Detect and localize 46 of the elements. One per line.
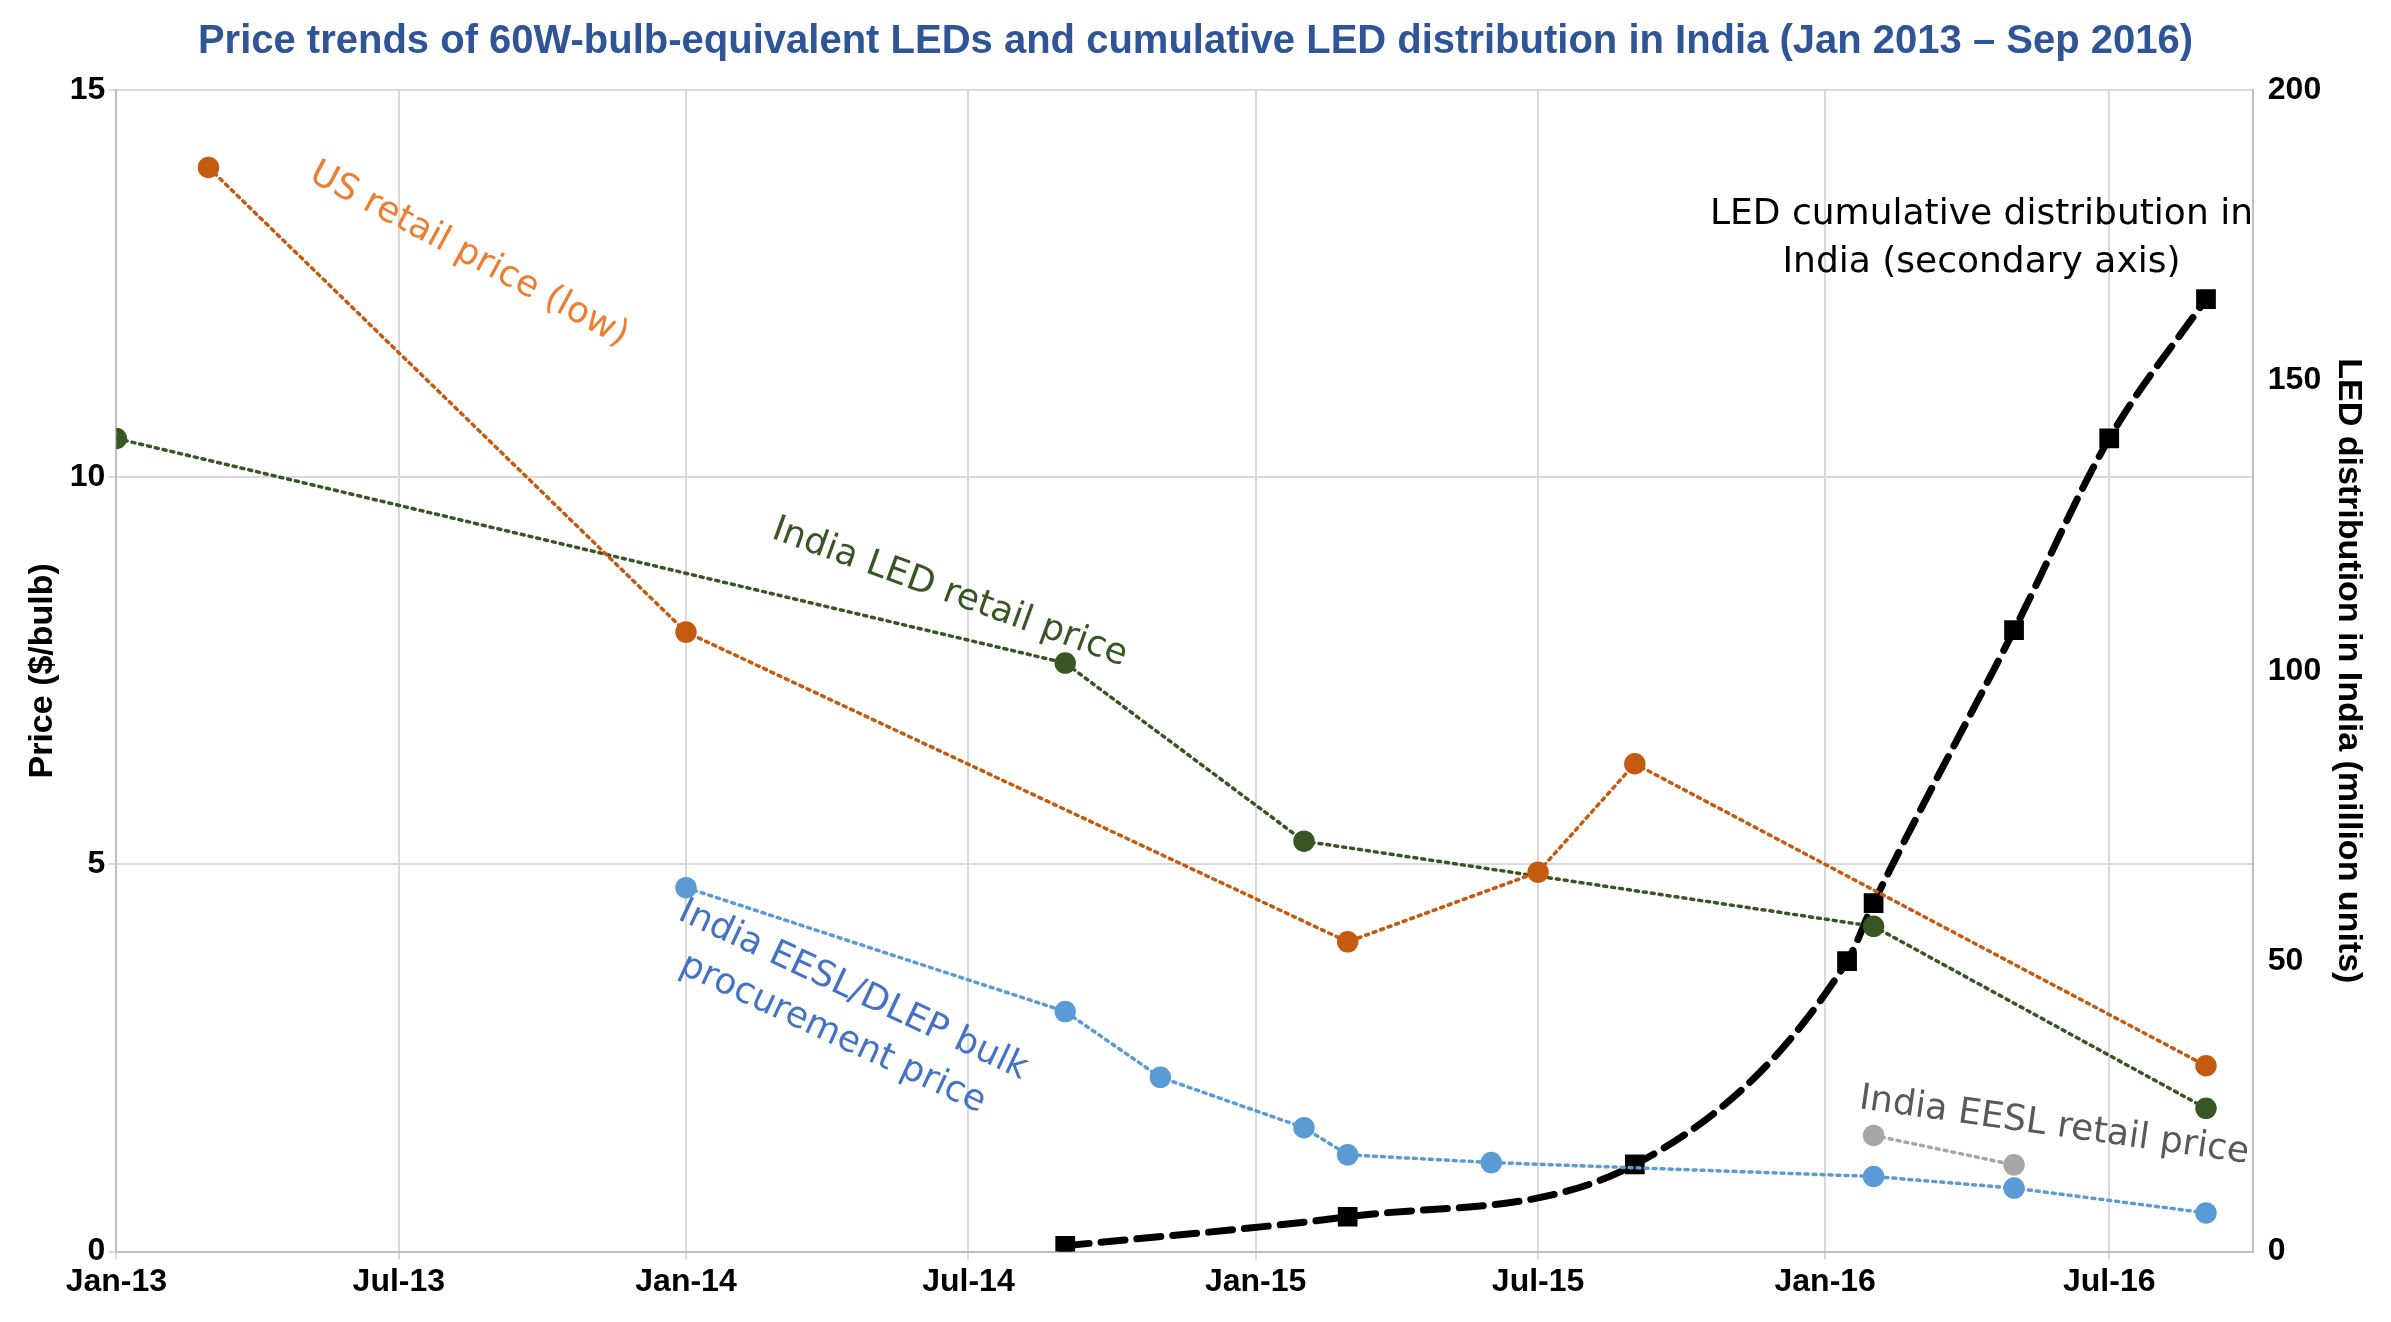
point [197, 156, 220, 179]
x-tick-label: Jul-15 [1491, 1261, 1585, 1298]
point [1527, 861, 1549, 883]
point [2003, 1177, 2025, 1199]
text: India EESL retail price [1857, 1075, 2252, 1171]
point [2196, 289, 2216, 309]
point [1336, 1144, 1359, 1166]
point [2195, 1097, 2217, 1120]
x-tick-label: Jan-15 [1204, 1261, 1307, 1298]
y-axis-title: Price ($/bulb) [20, 563, 59, 779]
point [1862, 915, 1885, 938]
point [1293, 1116, 1315, 1139]
x-tick-label: Jul-14 [922, 1261, 1015, 1298]
point [1863, 893, 1884, 913]
point [1337, 1206, 1358, 1227]
x-tick-label: Jan-16 [1774, 1261, 1876, 1298]
y2-tick-label: 0 [2267, 1231, 2286, 1268]
point [1624, 752, 1646, 775]
point [2004, 620, 2024, 641]
point [1480, 1151, 1502, 1174]
y-tick-label: 15 [69, 69, 106, 106]
x-tick-label: Jan-14 [635, 1261, 737, 1298]
point [1862, 1124, 1885, 1147]
y2-axis-title: LED distribution in India (million units) [2332, 358, 2371, 984]
point [2195, 1202, 2217, 1224]
y2-tick-label: 50 [2267, 941, 2304, 978]
point [1837, 951, 1857, 972]
point [1054, 1000, 1076, 1023]
y2-tick-label: 200 [2267, 69, 2322, 106]
point [2195, 1054, 2217, 1077]
point [1149, 1066, 1172, 1089]
y-tick-label: 5 [87, 844, 106, 881]
y2-tick-label: 150 [2267, 360, 2322, 397]
point [2099, 428, 2120, 449]
point [2003, 1154, 2025, 1176]
text: India LED retail price [767, 506, 1134, 674]
point [1862, 1165, 1885, 1188]
y-tick-label: 10 [69, 457, 106, 494]
series-label: LED cumulative distribution in India (secondary axis) [1710, 191, 2253, 281]
point [1293, 830, 1315, 852]
chart-title: Price trends of 60W-bulb-equivalent LEDs and cumulative LED distribution in India (Jan 2013 – Sep 2016) [197, 17, 2194, 62]
point [675, 621, 697, 643]
y2-tick-label: 100 [2267, 650, 2322, 687]
x-tick-label: Jul-16 [2063, 1261, 2156, 1298]
point [1336, 931, 1359, 953]
x-tick-label: Jul-13 [352, 1261, 446, 1298]
